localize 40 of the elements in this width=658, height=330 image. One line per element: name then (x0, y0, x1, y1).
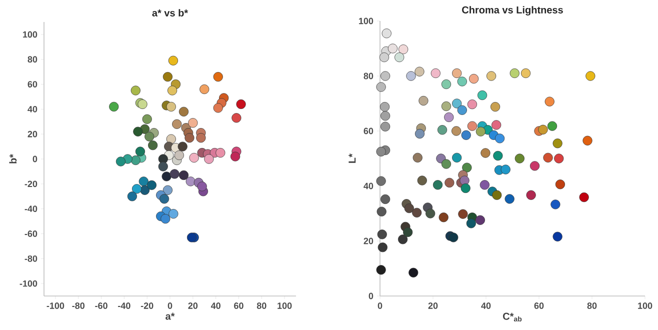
y-tick-label: -80 (24, 255, 38, 262)
x-tick-label: 100 (278, 302, 292, 309)
y-tick-label: 80 (364, 72, 374, 80)
y-tick-label: 20 (364, 238, 374, 244)
y-tick-label: -60 (24, 230, 38, 237)
y-axis-title: L* (348, 154, 356, 163)
y-tick-label: -100 (20, 280, 38, 287)
x-tick-label: -100 (46, 302, 64, 309)
y-tick-label: 40 (364, 182, 374, 190)
chart-title: a* vs b* (152, 9, 188, 16)
y-tick-label: 100 (23, 31, 38, 38)
y-tick-label: 40 (28, 106, 38, 112)
x-tick-label: 20 (188, 302, 198, 309)
x-tick-label: -20 (140, 302, 154, 309)
x-tick-label: 60 (234, 302, 244, 309)
y-tick-label: -20 (24, 180, 38, 188)
x-tick-label: 40 (210, 302, 220, 309)
x-tick-label: 0 (168, 302, 172, 309)
x-tick-label: -60 (95, 302, 108, 309)
y-tick-label: 100 (359, 18, 374, 24)
x-tick-label: 80 (587, 302, 597, 309)
x-tick-label: 40 (481, 302, 491, 309)
x-tick-label: -40 (118, 302, 130, 309)
x-tick-label: 100 (638, 302, 652, 309)
y-tick-label: 60 (364, 128, 374, 134)
x-axis-title: a* (166, 312, 175, 320)
x-axis-title: C*$_{ab}$ (503, 312, 522, 322)
y-tick-label: 0 (368, 292, 374, 300)
x-tick-label: -80 (72, 302, 85, 309)
y-tick-label: 0 (32, 156, 38, 162)
y-tick-label: 60 (28, 81, 38, 88)
y-axis-title: b* (9, 154, 17, 164)
x-tick-label: 60 (534, 302, 544, 309)
x-tick-label: 20 (428, 302, 438, 309)
y-tick-label: 20 (28, 130, 38, 138)
chart-title: Chroma vs Lightness (462, 6, 563, 16)
x-tick-label: 80 (256, 302, 266, 309)
x-tick-label: 0 (378, 302, 382, 309)
y-tick-label: 80 (28, 56, 38, 63)
y-tick-label: -40 (24, 206, 38, 212)
